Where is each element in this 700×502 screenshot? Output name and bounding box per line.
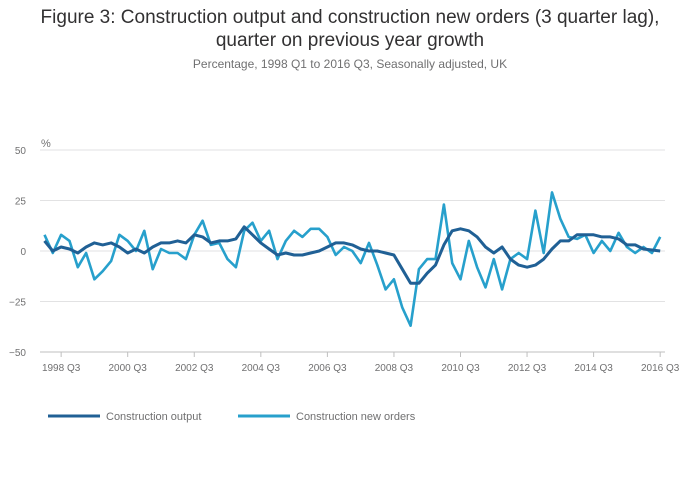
x-tick-label: 2002 Q3 xyxy=(175,363,214,374)
y-tick-label: −50 xyxy=(9,348,26,359)
legend-label: Construction output xyxy=(106,411,201,423)
y-tick-label: 0 xyxy=(20,247,26,258)
title-line-1: Figure 3: Construction output and constr… xyxy=(40,7,660,28)
x-tick-label: 2012 Q3 xyxy=(508,363,547,374)
x-tick-label: 2014 Q3 xyxy=(574,363,613,374)
x-tick-label: 2006 Q3 xyxy=(308,363,347,374)
x-tick-label: 2008 Q3 xyxy=(375,363,414,374)
y-tick-label: −25 xyxy=(9,298,26,309)
y-tick-label: 25 xyxy=(15,197,27,208)
chart-title: Figure 3: Construction output and constr… xyxy=(0,6,700,52)
x-tick-label: 1998 Q3 xyxy=(42,363,81,374)
y-tick-label: 50 xyxy=(15,146,27,157)
x-tick-label: 2004 Q3 xyxy=(242,363,281,374)
y-axis-label: % xyxy=(41,138,51,150)
x-tick-label: 2016 Q3 xyxy=(641,363,680,374)
x-tick-label: 2000 Q3 xyxy=(109,363,148,374)
x-tick-label: 2010 Q3 xyxy=(441,363,480,374)
title-line-2: quarter on previous year growth xyxy=(215,30,485,51)
series-line-construction-output xyxy=(43,225,661,285)
legend-label: Construction new orders xyxy=(296,411,416,423)
series-line-construction-new-orders xyxy=(43,191,662,328)
chart-subtitle: Percentage, 1998 Q1 to 2016 Q3, Seasonal… xyxy=(192,57,508,71)
